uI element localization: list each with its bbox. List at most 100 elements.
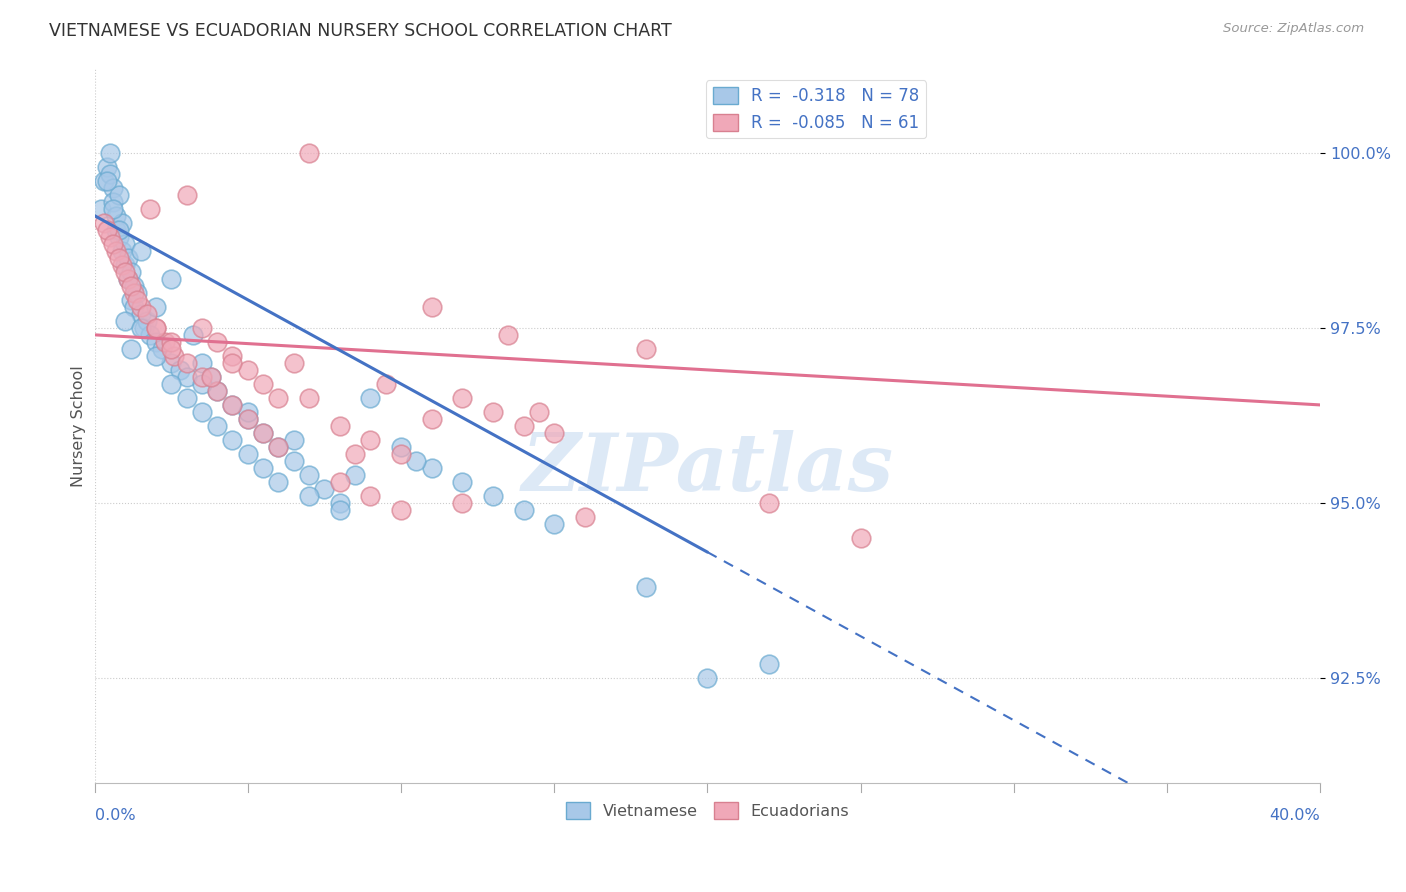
Point bbox=[451, 496, 474, 510]
Point bbox=[329, 503, 352, 517]
Point bbox=[314, 482, 336, 496]
Point bbox=[127, 285, 149, 300]
Point bbox=[160, 272, 183, 286]
Point bbox=[101, 194, 124, 209]
Point bbox=[98, 167, 121, 181]
Point bbox=[696, 671, 718, 685]
Point bbox=[138, 202, 160, 216]
Point bbox=[191, 321, 214, 335]
Point bbox=[145, 349, 167, 363]
Point bbox=[482, 489, 505, 503]
Point bbox=[129, 321, 152, 335]
Point bbox=[205, 384, 228, 398]
Point bbox=[267, 440, 290, 454]
Point bbox=[163, 349, 186, 363]
Point bbox=[145, 321, 167, 335]
Point bbox=[849, 531, 872, 545]
Point bbox=[329, 496, 352, 510]
Point bbox=[108, 223, 131, 237]
Point bbox=[135, 314, 157, 328]
Point bbox=[283, 433, 305, 447]
Point bbox=[420, 412, 443, 426]
Point bbox=[145, 334, 167, 349]
Point bbox=[267, 475, 290, 489]
Point bbox=[108, 187, 131, 202]
Point bbox=[124, 278, 146, 293]
Point bbox=[105, 244, 128, 258]
Point bbox=[221, 398, 243, 412]
Point bbox=[205, 334, 228, 349]
Point bbox=[120, 265, 142, 279]
Point bbox=[267, 391, 290, 405]
Point bbox=[236, 412, 259, 426]
Point bbox=[101, 202, 124, 216]
Point bbox=[129, 307, 152, 321]
Point bbox=[120, 293, 142, 307]
Point bbox=[129, 244, 152, 258]
Point bbox=[111, 244, 134, 258]
Point bbox=[101, 236, 124, 251]
Point bbox=[344, 447, 367, 461]
Point bbox=[176, 356, 198, 370]
Point bbox=[191, 405, 214, 419]
Point bbox=[169, 363, 191, 377]
Point bbox=[236, 405, 259, 419]
Point bbox=[120, 342, 142, 356]
Point bbox=[150, 342, 173, 356]
Point bbox=[420, 300, 443, 314]
Point bbox=[236, 447, 259, 461]
Point bbox=[205, 384, 228, 398]
Point bbox=[451, 391, 474, 405]
Point bbox=[252, 425, 274, 440]
Point bbox=[160, 342, 183, 356]
Point bbox=[153, 334, 176, 349]
Point bbox=[124, 285, 146, 300]
Point bbox=[221, 433, 243, 447]
Point bbox=[181, 327, 204, 342]
Point bbox=[482, 405, 505, 419]
Point bbox=[90, 202, 112, 216]
Point bbox=[96, 223, 118, 237]
Point bbox=[344, 468, 367, 483]
Point bbox=[191, 370, 214, 384]
Point bbox=[145, 321, 167, 335]
Point bbox=[221, 398, 243, 412]
Point bbox=[101, 180, 124, 194]
Text: 0.0%: 0.0% bbox=[94, 808, 135, 823]
Point bbox=[117, 272, 139, 286]
Point bbox=[120, 278, 142, 293]
Point bbox=[298, 391, 321, 405]
Point bbox=[105, 223, 128, 237]
Point bbox=[359, 433, 381, 447]
Point bbox=[138, 327, 160, 342]
Point bbox=[496, 327, 519, 342]
Point bbox=[636, 580, 658, 594]
Point bbox=[135, 307, 157, 321]
Point bbox=[252, 425, 274, 440]
Point bbox=[200, 370, 222, 384]
Point bbox=[283, 454, 305, 468]
Point bbox=[329, 419, 352, 434]
Point bbox=[298, 468, 321, 483]
Point bbox=[96, 160, 118, 174]
Point bbox=[267, 440, 290, 454]
Point bbox=[160, 376, 183, 391]
Point bbox=[127, 293, 149, 307]
Point bbox=[200, 370, 222, 384]
Point bbox=[283, 356, 305, 370]
Point bbox=[111, 216, 134, 230]
Point bbox=[105, 209, 128, 223]
Point bbox=[543, 425, 565, 440]
Point bbox=[108, 229, 131, 244]
Point bbox=[176, 391, 198, 405]
Point bbox=[329, 475, 352, 489]
Text: ZIPatlas: ZIPatlas bbox=[522, 430, 893, 508]
Point bbox=[359, 391, 381, 405]
Text: VIETNAMESE VS ECUADORIAN NURSERY SCHOOL CORRELATION CHART: VIETNAMESE VS ECUADORIAN NURSERY SCHOOL … bbox=[49, 22, 672, 40]
Point bbox=[420, 461, 443, 475]
Point bbox=[124, 300, 146, 314]
Point bbox=[236, 363, 259, 377]
Point bbox=[93, 174, 115, 188]
Point bbox=[389, 440, 412, 454]
Point bbox=[93, 216, 115, 230]
